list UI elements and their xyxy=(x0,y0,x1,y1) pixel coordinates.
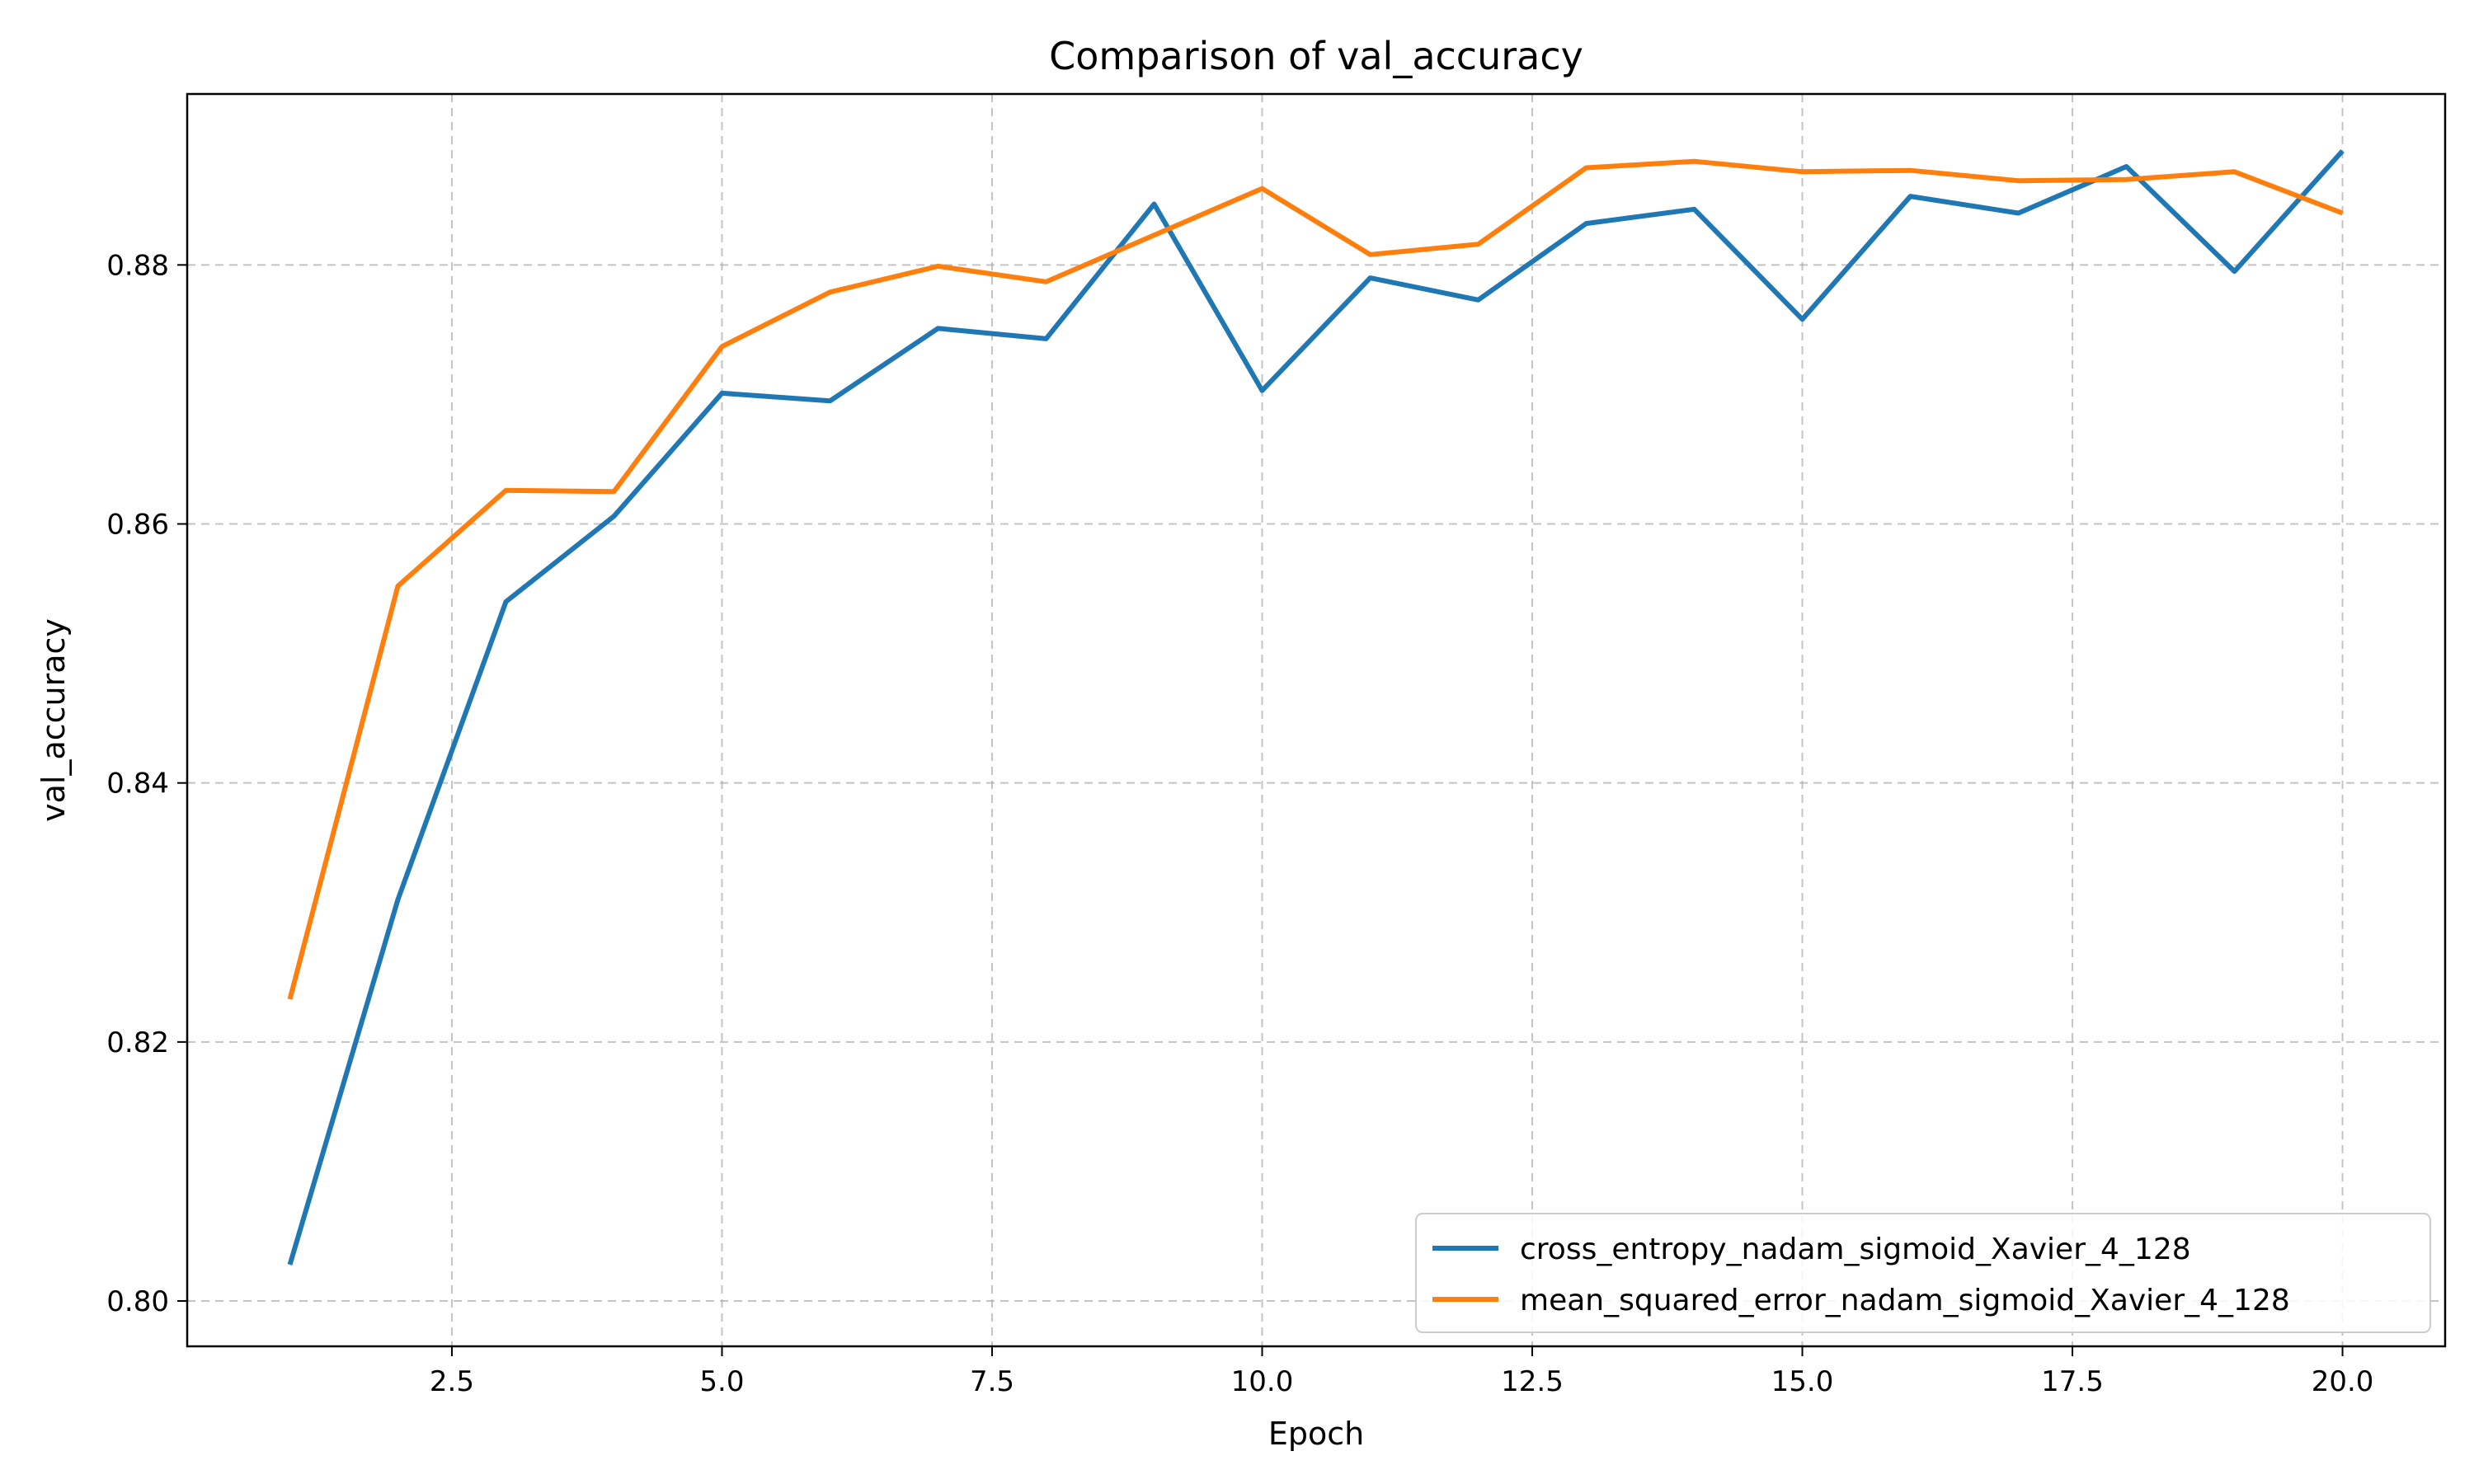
x-axis-label: Epoch xyxy=(1268,1416,1364,1452)
x-tick-label: 20.0 xyxy=(2312,1365,2374,1398)
x-tick-label: 12.5 xyxy=(1501,1365,1564,1398)
x-tick-label: 5.0 xyxy=(699,1365,744,1398)
y-tick-label: 0.82 xyxy=(106,1026,169,1059)
plot-frame xyxy=(186,92,2447,1348)
series-line-2 xyxy=(287,158,2344,1000)
series-line-1 xyxy=(287,149,2345,1266)
y-tick-label: 0.88 xyxy=(106,249,169,282)
x-tick-label: 10.0 xyxy=(1231,1365,1294,1398)
x-tick-label: 7.5 xyxy=(970,1365,1014,1398)
y-tick-label: 0.80 xyxy=(106,1285,169,1318)
x-tick-label: 2.5 xyxy=(430,1365,474,1398)
legend-label-2: mean_squared_error_nadam_sigmoid_Xavier_… xyxy=(1520,1284,2290,1317)
chart-title: Comparison of val_accuracy xyxy=(1049,34,1583,78)
legend-label-1: cross_entropy_nadam_sigmoid_Xavier_4_128 xyxy=(1520,1233,2191,1266)
y-tick-label: 0.84 xyxy=(106,768,169,801)
legend-box xyxy=(1415,1213,2431,1333)
y-axis-ticks: 0.80 0.82 0.84 0.86 0.88 xyxy=(106,249,187,1318)
x-tick-label: 17.5 xyxy=(2041,1365,2104,1398)
x-tick-label: 15.0 xyxy=(1771,1365,1834,1398)
y-tick-label: 0.86 xyxy=(106,509,169,542)
legend: cross_entropy_nadam_sigmoid_Xavier_4_128… xyxy=(1415,1213,2431,1333)
y-axis-label: val_accuracy xyxy=(35,618,72,822)
series-lines xyxy=(287,149,2345,1266)
x-axis-ticks: 2.5 5.0 7.5 10.0 12.5 15.0 17.5 20.0 xyxy=(430,1346,2373,1398)
